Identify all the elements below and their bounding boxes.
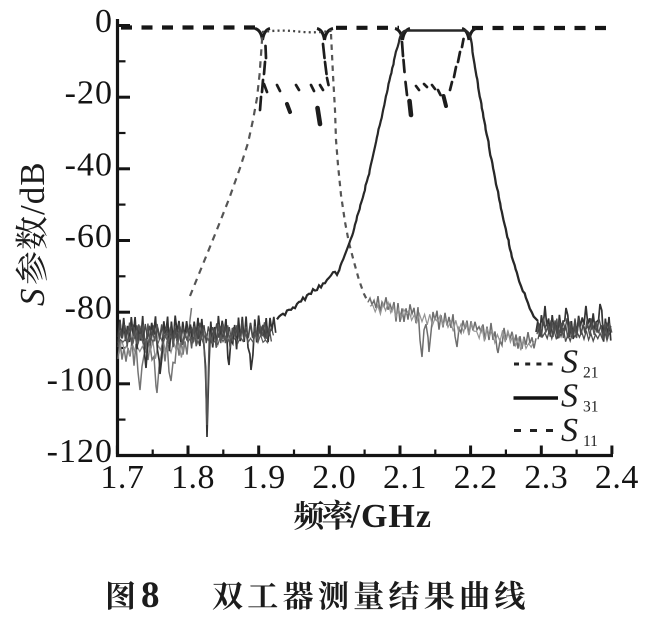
svg-text:/dB: /dB — [13, 161, 52, 215]
svg-text:-120: -120 — [47, 433, 113, 470]
svg-text:2.1: 2.1 — [383, 459, 427, 496]
svg-text:/GHz: /GHz — [350, 498, 432, 535]
svg-text:-20: -20 — [65, 75, 113, 112]
svg-text:8: 8 — [141, 575, 160, 616]
svg-text:-80: -80 — [65, 290, 113, 327]
svg-text:1.8: 1.8 — [171, 459, 215, 496]
svg-text:2.4: 2.4 — [595, 459, 639, 496]
svg-text:1.9: 1.9 — [242, 459, 286, 496]
svg-text:2.3: 2.3 — [524, 459, 568, 496]
svg-text:21: 21 — [583, 365, 599, 382]
svg-text:2.0: 2.0 — [312, 459, 356, 496]
svg-text:S: S — [561, 378, 578, 415]
svg-text:2.2: 2.2 — [454, 459, 498, 496]
svg-text:-100: -100 — [47, 361, 113, 398]
svg-text:1.7: 1.7 — [100, 459, 144, 496]
svg-text:S: S — [561, 344, 578, 381]
svg-text:S: S — [13, 289, 52, 307]
svg-text:-40: -40 — [65, 146, 113, 183]
svg-text:0: 0 — [95, 3, 113, 40]
svg-text:S: S — [561, 412, 578, 449]
svg-text:31: 31 — [583, 399, 599, 416]
svg-text:-60: -60 — [65, 218, 113, 255]
svg-text:11: 11 — [583, 433, 598, 450]
